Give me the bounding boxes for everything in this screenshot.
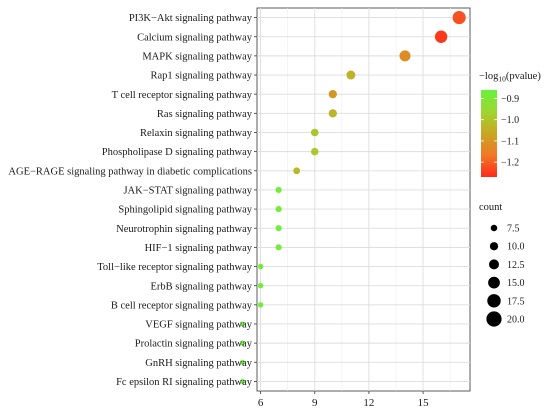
grid <box>257 8 470 391</box>
y-tick-label: B cell receptor signaling pathway <box>111 300 253 311</box>
x-tick-label: 15 <box>418 397 430 409</box>
size-legend-label: 17.5 <box>507 296 525 307</box>
y-tick-label: Ras signaling pathway <box>157 109 253 120</box>
x-tick-label: 9 <box>312 397 318 409</box>
size-legend-label: 7.5 <box>507 224 520 235</box>
size-legend-key <box>486 311 502 327</box>
y-tick-label: Sphingolipid signaling pathway <box>118 205 252 216</box>
plot-frame <box>256 7 471 392</box>
y-tick-label: T cell receptor signaling pathway <box>112 90 253 101</box>
y-tick-label: HIF−1 signaling pathway <box>145 243 253 254</box>
data-point <box>434 30 448 43</box>
color-legend-tick-label: −1.2 <box>501 158 519 169</box>
size-legend-title: count <box>479 202 502 213</box>
size-legend-label: 10.0 <box>507 242 525 253</box>
data-point <box>310 128 319 137</box>
y-axis: PI3K−Akt signaling pathway Calcium signal… <box>8 13 257 388</box>
data-point <box>275 244 282 251</box>
data-point <box>275 186 282 194</box>
color-legend-tick-label: −1.1 <box>501 136 519 147</box>
size-legend-label: 12.5 <box>507 260 525 271</box>
y-tick-label: Toll−like receptor signaling pathway <box>97 262 253 273</box>
data-point <box>275 225 282 232</box>
y-tick-label: Phospholipase D signaling pathway <box>102 147 253 158</box>
y-tick-label: JAK−STAT signaling pathway <box>123 186 252 197</box>
data-point <box>240 340 245 346</box>
size-legend-key <box>487 294 501 308</box>
size-legend: count 7.5 10.0 12.5 15.0 17.5 20.0 <box>479 202 525 327</box>
color-legend-tick-label: −1.0 <box>501 115 519 126</box>
plot-panel <box>240 7 471 392</box>
color-bar <box>481 90 497 177</box>
data-point <box>452 11 466 25</box>
data-point <box>293 167 301 175</box>
data-point <box>257 282 264 289</box>
y-tick-label: PI3K−Akt signaling pathway <box>129 13 253 24</box>
y-tick-label: MAPK signaling pathway <box>142 51 252 62</box>
data-point <box>240 379 245 384</box>
color-legend-tick-label: −0.9 <box>501 94 519 105</box>
size-legend-key <box>490 224 498 232</box>
x-tick-label: 6 <box>258 397 264 409</box>
data-point <box>240 321 245 327</box>
data-point <box>328 109 337 118</box>
size-legend-label: 15.0 <box>507 278 525 289</box>
data-point <box>310 147 319 156</box>
y-tick-label: AGE−RAGE signaling pathway in diabetic c… <box>8 166 252 177</box>
y-tick-label: Calcium signaling pathway <box>137 32 253 43</box>
data-point <box>275 205 282 213</box>
y-tick-label: Relaxin signaling pathway <box>140 128 253 139</box>
y-tick-label: Neurotrophin signaling pathway <box>116 224 253 235</box>
size-legend-key <box>488 276 500 289</box>
data-point <box>399 50 411 62</box>
data-point <box>346 70 356 80</box>
y-tick-label: ErbB signaling pathway <box>151 281 253 292</box>
data-point <box>257 263 264 270</box>
data-points <box>240 11 466 384</box>
y-tick-label: VEGF signaling pathway <box>145 320 252 331</box>
size-legend-key <box>489 259 499 270</box>
data-point <box>257 302 264 308</box>
size-legend-key <box>489 242 499 251</box>
size-legend-label: 20.0 <box>507 315 525 326</box>
y-tick-label: Prolactin signaling pathway <box>135 339 253 350</box>
x-minor-grid <box>287 8 451 391</box>
data-point <box>240 359 245 365</box>
color-legend-title: −log10(pvalue) <box>479 71 541 84</box>
data-point <box>328 90 337 99</box>
y-tick-label: GnRH signaling pathway <box>145 358 252 369</box>
x-axis: 6 9 12 15 <box>258 391 429 409</box>
y-tick-label: Rap1 signaling pathway <box>151 71 253 82</box>
color-legend: −log10(pvalue) −0.9 −1.0 −1.1 −1.2 <box>479 71 541 177</box>
x-tick-label: 12 <box>363 397 374 409</box>
y-tick-label: Fc epsilon RI signaling pathway <box>116 377 253 388</box>
